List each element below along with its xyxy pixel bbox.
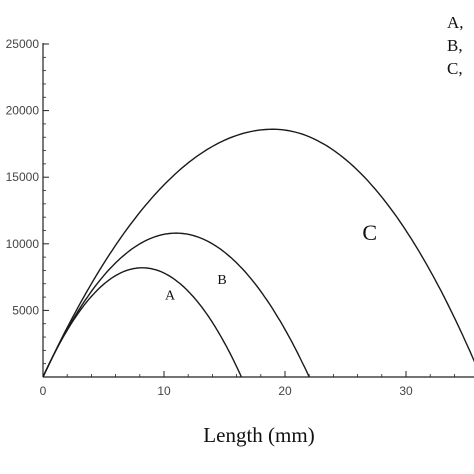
legend-entry: C, bbox=[447, 59, 463, 78]
series-line-b bbox=[42, 232, 310, 378]
y-tick-label: 10000 bbox=[6, 237, 40, 251]
curve-labels: A B C bbox=[165, 220, 377, 304]
x-tick-label: 20 bbox=[278, 384, 292, 398]
y-tick-label: 25000 bbox=[6, 37, 40, 51]
legend: A, B, C, bbox=[447, 13, 464, 78]
series-lines bbox=[42, 128, 474, 378]
curve-label-c: C bbox=[362, 220, 377, 245]
x-axis-title: Length (mm) bbox=[203, 423, 314, 447]
legend-entry: A, bbox=[447, 13, 464, 32]
series-line-c bbox=[42, 128, 474, 378]
y-tick-label: 15000 bbox=[6, 170, 40, 184]
x-tick-label: 10 bbox=[157, 384, 171, 398]
y-axis-ticks: 5000 10000 15000 20000 25000 bbox=[6, 37, 49, 365]
plot-frame bbox=[42, 43, 474, 378]
series-line-a bbox=[42, 267, 243, 378]
x-axis-ticks: 0 10 20 30 bbox=[40, 371, 455, 398]
x-tick-label: 30 bbox=[399, 384, 413, 398]
y-tick-label: 5000 bbox=[12, 303, 39, 317]
curve-label-a: A bbox=[165, 289, 176, 304]
curve-label-b: B bbox=[217, 273, 226, 288]
legend-entry: B, bbox=[447, 36, 463, 55]
y-tick-label: 20000 bbox=[6, 104, 40, 118]
x-tick-label: 0 bbox=[40, 384, 47, 398]
